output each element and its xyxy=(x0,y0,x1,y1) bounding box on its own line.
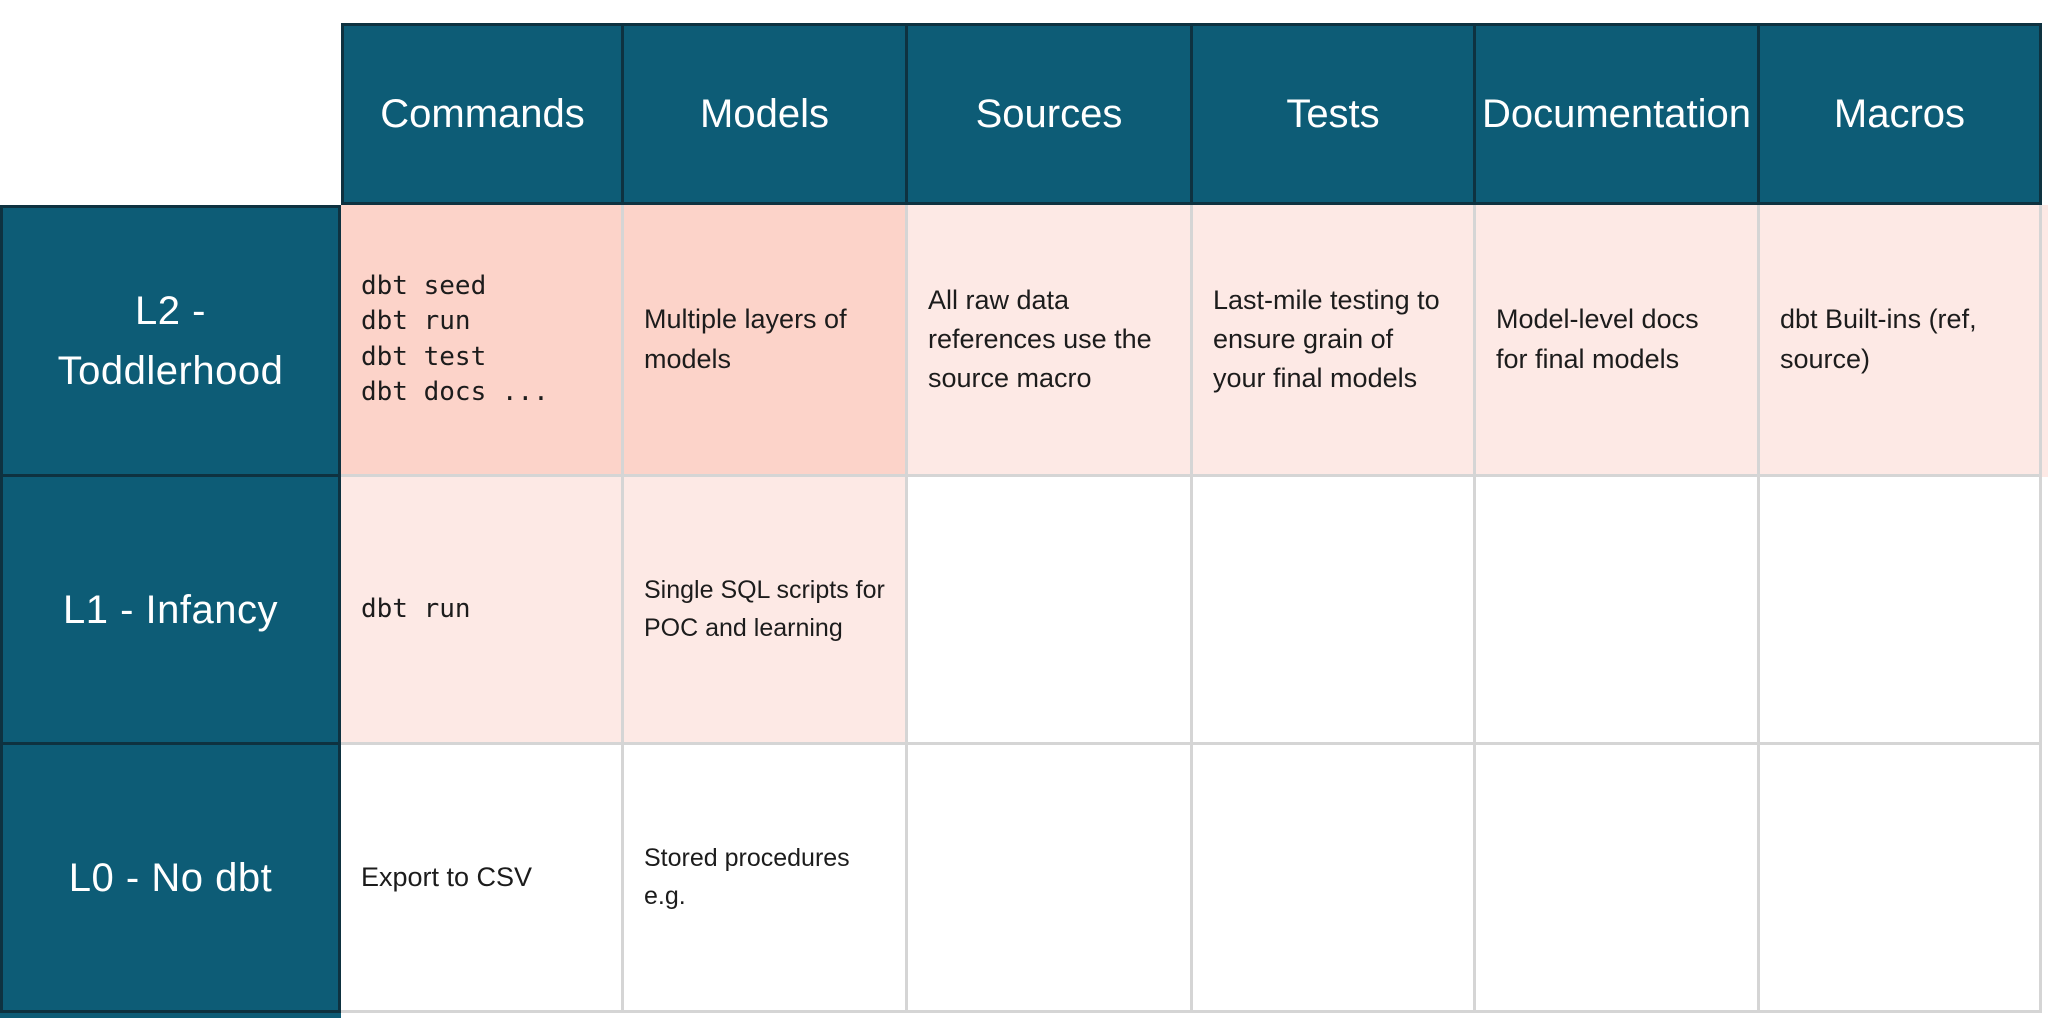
cell-l1-commands: dbt run xyxy=(341,477,624,745)
cell-l1-sources xyxy=(908,477,1193,745)
cell-l0-commands: Export to CSV xyxy=(341,745,624,1013)
cell-l2-tests: Last-mile testing to ensure grain of you… xyxy=(1193,205,1476,477)
cell-l1-macros xyxy=(1760,477,2042,745)
corner-cell xyxy=(0,23,341,205)
cell-l0-documentation xyxy=(1476,745,1760,1013)
cell-l1-models: Single SQL scripts for POC and learning xyxy=(624,477,908,745)
cell-l2-documentation: Model-level docs for final models xyxy=(1476,205,1760,477)
row-header-l1: L1 - Infancy xyxy=(0,477,341,745)
cell-l0-sources xyxy=(908,745,1193,1013)
cell-l0-tests xyxy=(1193,745,1476,1013)
right-cropped-column-edge xyxy=(2042,205,2048,477)
header-cell-documentation: Documentation xyxy=(1476,23,1760,205)
cell-l2-sources: All raw data references use the source m… xyxy=(908,205,1193,477)
row-header-l0: L0 - No dbt xyxy=(0,745,341,1013)
header-cell-commands: Commands xyxy=(341,23,624,205)
header-cell-macros: Macros xyxy=(1760,23,2042,205)
header-cell-models: Models xyxy=(624,23,908,205)
bottom-cropped-row-edge xyxy=(0,1013,341,1018)
row-header-l2: L2 - Toddlerhood xyxy=(0,205,341,477)
maturity-table: Commands Models Sources Tests Documentat… xyxy=(0,23,2042,1013)
cell-l0-macros xyxy=(1760,745,2042,1013)
cell-l2-models: Multiple layers of models xyxy=(624,205,908,477)
cell-l1-tests xyxy=(1193,477,1476,745)
header-cell-tests: Tests xyxy=(1193,23,1476,205)
cell-l1-documentation xyxy=(1476,477,1760,745)
cell-l0-models: Stored procedures e.g. xyxy=(624,745,908,1013)
header-cell-sources: Sources xyxy=(908,23,1193,205)
cell-l2-macros: dbt Built-ins (ref, source) xyxy=(1760,205,2042,477)
cell-l2-commands: dbt seed dbt run dbt test dbt docs ... xyxy=(341,205,624,477)
